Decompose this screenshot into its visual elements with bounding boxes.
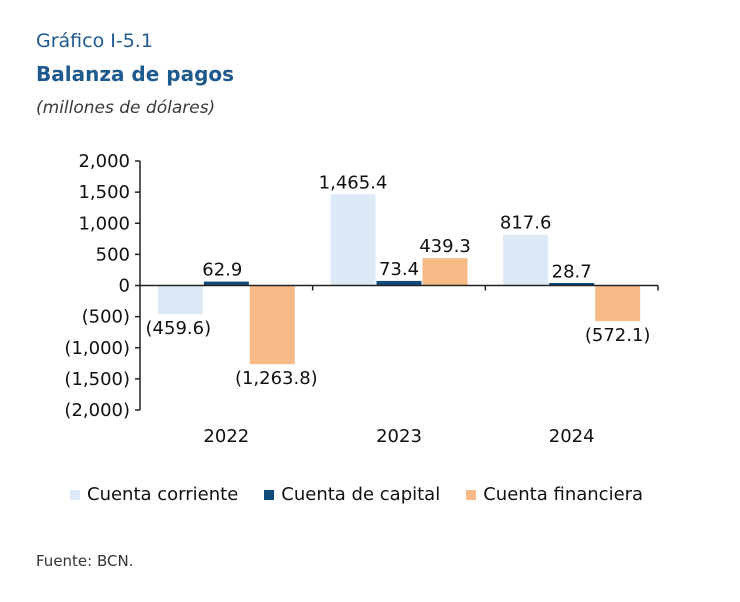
data-label-cuenta-de-capital-2023: 73.4 xyxy=(379,259,419,280)
x-tick-label-2023: 2023 xyxy=(376,426,422,447)
x-tick-label-2024: 2024 xyxy=(549,426,595,447)
bar-cuenta-corriente-2022 xyxy=(157,285,203,315)
bar-cuenta-corriente-2023 xyxy=(330,194,376,286)
figure-number: Gráfico I-5.1 xyxy=(36,30,153,52)
bar-cuenta-corriente-2024 xyxy=(503,234,549,286)
data-label-cuenta-de-capital-2024: 28.7 xyxy=(552,262,592,283)
data-label-cuenta-financiera-2024: (572.1) xyxy=(585,325,651,346)
legend-label-cuenta-corriente: Cuenta corriente xyxy=(87,484,239,505)
bar-cuenta-de-capital-2023 xyxy=(376,280,422,286)
y-tick-label: 0 xyxy=(119,276,130,297)
data-label-cuenta-corriente-2023: 1,465.4 xyxy=(319,172,388,193)
legend-label-cuenta-financiera: Cuenta financiera xyxy=(483,484,644,505)
y-tick-label: 500 xyxy=(96,244,130,265)
legend-label-cuenta-de-capital: Cuenta de capital xyxy=(281,484,441,505)
y-tick-label: (500) xyxy=(82,307,130,328)
data-label-cuenta-corriente-2024: 817.6 xyxy=(500,213,552,234)
chart-subtitle: (millones de dólares) xyxy=(36,98,216,118)
bar-cuenta-financiera-2023 xyxy=(422,258,468,286)
chart-title: Balanza de pagos xyxy=(36,62,235,86)
data-label-cuenta-financiera-2023: 439.3 xyxy=(419,236,471,257)
legend-item-cuenta-financiera: Cuenta financiera xyxy=(466,484,643,505)
y-tick-label: 2,000 xyxy=(78,151,130,172)
data-label-cuenta-de-capital-2022: 62.9 xyxy=(202,260,242,281)
bar-cuenta-financiera-2022 xyxy=(249,285,295,365)
legend-item-cuenta-de-capital: Cuenta de capital xyxy=(264,484,440,505)
y-tick-label: 1,500 xyxy=(78,182,130,203)
legend-item-cuenta-corriente: Cuenta corriente xyxy=(70,484,238,505)
bar-chart: (459.6) 62.9 (1,263.8) 2022 1,465.4 73.4439.3… xyxy=(64,151,659,447)
bar-cuenta-de-capital-2024 xyxy=(549,283,595,286)
chart-legend: Cuenta corriente Cuenta de capital Cuent… xyxy=(70,484,669,505)
legend-swatch-cuenta-corriente xyxy=(70,489,80,500)
y-tick-label: 1,000 xyxy=(78,213,130,234)
legend-swatch-cuenta-financiera xyxy=(466,489,477,500)
y-tick-label: (1,000) xyxy=(64,338,130,359)
x-tick-label-2022: 2022 xyxy=(203,426,249,447)
y-tick-label: (1,500) xyxy=(64,369,130,390)
y-tick-label: (2,000) xyxy=(64,400,130,421)
legend-swatch-cuenta-de-capital xyxy=(264,489,275,500)
data-label-cuenta-corriente-2022: (459.6) xyxy=(146,318,212,339)
source-note: Fuente: BCN. xyxy=(36,552,134,570)
bar-cuenta-financiera-2024 xyxy=(595,285,641,322)
bar-cuenta-de-capital-2022 xyxy=(203,281,249,286)
data-label-cuenta-financiera-2022: (1,263.8) xyxy=(235,368,318,389)
